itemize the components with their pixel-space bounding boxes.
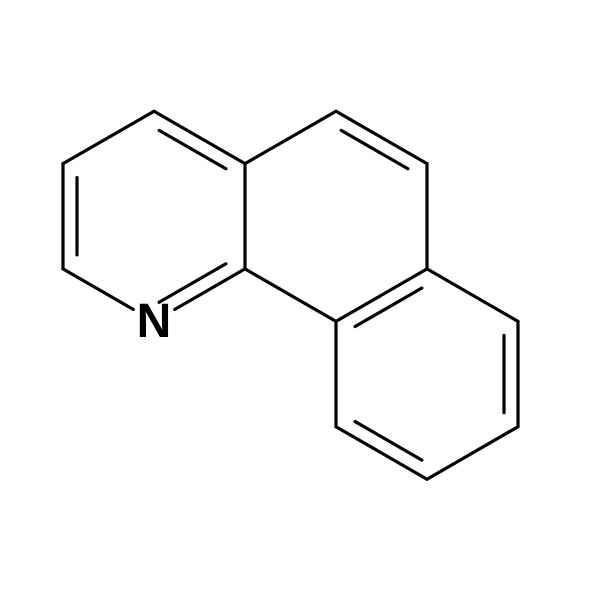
molecule-diagram: N	[0, 0, 600, 600]
bond-line	[175, 269, 245, 310]
bond-line	[154, 111, 245, 163]
bond-line	[336, 427, 427, 480]
bond-line	[245, 269, 336, 322]
bond-line	[341, 130, 408, 168]
bond-line	[63, 269, 133, 310]
atom-label-n: N	[137, 295, 172, 348]
bond-line	[355, 288, 422, 327]
bond-line	[159, 130, 226, 168]
bond-line	[427, 427, 518, 480]
bond-line	[63, 111, 154, 163]
bond-line	[245, 111, 336, 163]
bond-line	[355, 422, 422, 461]
bond-line	[336, 111, 427, 163]
bond-line	[336, 269, 427, 322]
bond-line	[427, 269, 518, 322]
